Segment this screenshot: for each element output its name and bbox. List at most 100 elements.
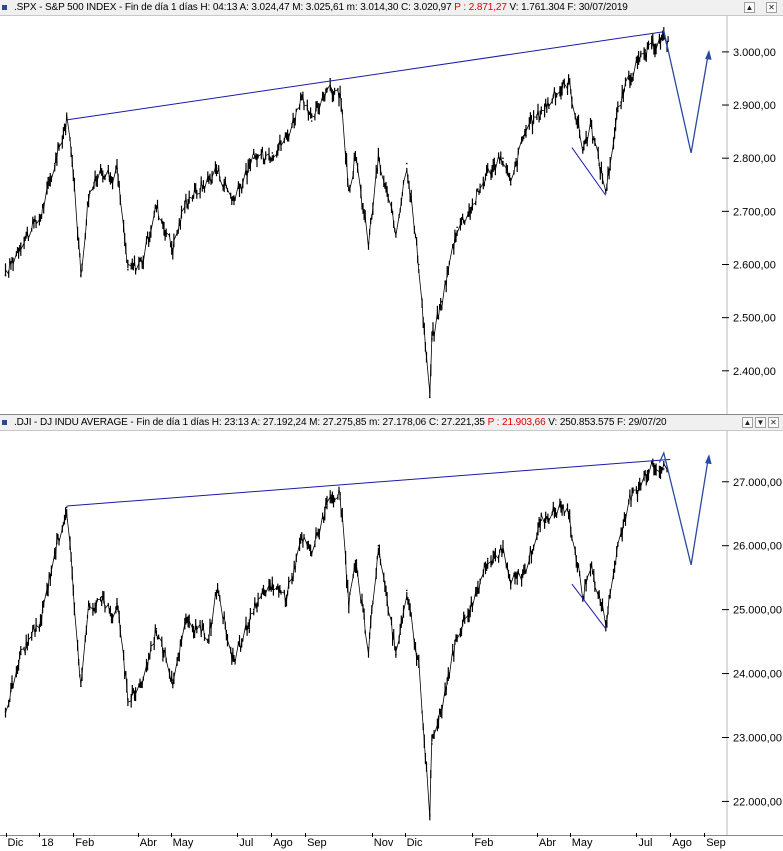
x-tick [237,833,239,837]
close-icon[interactable]: ✕ [766,2,777,13]
dji-drawn-line[interactable] [571,583,607,630]
spx-chart: 2.400,00 2.500,00 2.600,00 2.700,00 2.800,00… [4,16,776,414]
x-tick [569,833,571,837]
down-arrow-icon[interactable]: ▼ [755,417,766,428]
dji-data-point [310,551,313,553]
dji-data-point [39,621,42,624]
dji-data-point [650,461,653,464]
dji-data-point [431,743,433,745]
dji-data-point [486,557,489,560]
spx-y-tick-label: 2.400,00 [733,366,776,378]
spx-data-point [348,189,350,191]
x-tick-label: Jul [638,837,653,849]
dji-data-point [116,602,118,604]
dji-data-point [53,551,56,553]
spx-data-point [456,226,458,229]
spx-data-point [53,162,56,165]
close-icon[interactable]: ✕ [768,417,779,428]
spx-data-point [395,231,397,234]
spx-data-point [524,130,526,133]
dji-data-point [628,500,630,502]
spx-data-point [285,136,288,138]
dji-data-point [367,647,370,649]
x-tick [670,833,672,837]
dji-data-point [605,621,607,624]
spx-trendline[interactable] [66,31,664,121]
x-tick [636,833,638,837]
spx-data-point [354,157,357,159]
spx-y-tick-label: 3.000,00 [733,47,776,59]
up-arrow-icon[interactable]: ▲ [742,417,753,428]
dji-data-point [65,506,68,509]
dji-data-point [4,711,7,713]
spx-forecast-path[interactable] [663,30,710,154]
spx-data-point [540,109,543,112]
spx-data-point [87,194,90,197]
dji-header-text: .DJI - DJ INDU AVERAGE - Fin de día 1 dí… [14,417,667,428]
spx-y-tick-label: 2.500,00 [733,313,776,325]
spx-data-point [406,162,408,165]
x-tick-label: May [571,837,593,849]
dji-data-point [560,506,562,509]
spx-data-point [142,258,145,260]
dji-p-value: P : 21.903,66 [487,417,546,428]
x-tick-label: Nov [373,837,394,849]
spx-data-point [80,274,82,276]
dji-data-point [429,813,431,815]
x-tick-label: Feb [474,837,494,849]
dji-data-point [395,653,397,656]
dji-price-bars [4,458,668,821]
dji-header: .DJI - DJ INDU AVERAGE - Fin de día 1 dí… [0,415,783,431]
spx-forecast-arrowhead [705,49,712,60]
spx-data-point [367,242,370,244]
dji-data-point [524,570,526,573]
dji-trendline[interactable] [66,458,671,507]
spx-header-text: .SPX - S&P 500 INDEX - Fin de día 1 días… [14,2,628,13]
up-arrow-icon[interactable]: ▲ [744,2,755,13]
spx-p-value: P : 2.871,27 [454,2,507,13]
spx-data-point [441,300,443,303]
x-tick-label: Ago [273,837,293,849]
dji-data-point [377,544,380,547]
x-tick-label: Dic [7,837,24,849]
dji-data-point [73,602,76,604]
spx-data-point [110,178,113,181]
x-tick-label: Abr [538,837,557,849]
dji-y-tick-label: 25.000,00 [733,605,782,617]
spx-drawn-line[interactable] [571,147,607,196]
dji-price-line [5,462,668,818]
spx-data-point [486,170,489,173]
x-tick [704,833,706,837]
x-tick [472,833,474,837]
spx-data-point [301,98,303,101]
spx-data-point [208,178,210,181]
x-tick [271,833,273,837]
spx-data-point [185,199,187,202]
x-tick [536,833,538,837]
dji-y-tick-label: 22.000,00 [733,796,782,808]
dji-y-tick-label: 24.000,00 [733,669,782,681]
spx-y-tick-label: 2.700,00 [733,206,776,218]
spx-data-point [339,93,341,96]
spx-data-point [605,189,607,191]
spx-data-point [252,157,255,159]
dji-data-point [567,512,570,515]
x-tick [137,833,139,837]
spx-data-point [4,274,7,276]
dji-forecast-path[interactable] [658,451,710,566]
x-tick-label: Sep [307,837,327,849]
x-tick [73,833,75,837]
x-tick-label: Jul [239,837,254,849]
dji-data-point [215,589,218,592]
dji-data-point [471,602,474,604]
spx-data-point [325,88,327,90]
dji-data-point [354,564,357,566]
dji-data-point [80,685,82,688]
dji-y-tick-label: 27.000,00 [733,477,782,489]
dji-data-point [185,621,187,624]
spx-data-point [39,215,42,218]
x-tick-label: Sep [706,837,726,849]
spx-data-point [628,77,630,80]
spx-data-point [663,37,665,40]
spx-data-point [637,61,640,64]
